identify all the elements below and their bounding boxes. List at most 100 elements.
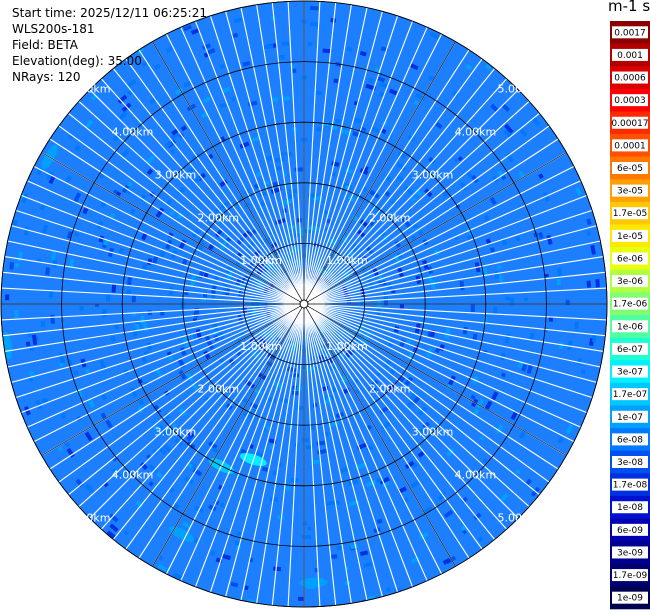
range-ring-label: 4.00km (455, 468, 497, 481)
colorbar-tick-box (612, 94, 648, 107)
range-gate (391, 200, 397, 206)
ray-gap (1, 287, 305, 305)
range-gate (84, 431, 93, 442)
range-gate (379, 405, 389, 415)
range-gate (359, 168, 369, 175)
ray-gap (303, 303, 593, 399)
range-gate (99, 359, 106, 370)
ray-gap (303, 303, 483, 550)
range-gate (427, 75, 435, 81)
range-gate (484, 63, 492, 71)
range-gate (418, 531, 429, 540)
ray-gap (11, 225, 305, 305)
range-gate (141, 232, 148, 241)
range-gate (310, 6, 319, 11)
range-gate (117, 94, 128, 104)
range-gate (181, 521, 192, 529)
range-gate (277, 514, 285, 520)
ray-gap (256, 4, 305, 305)
range-gate (557, 268, 563, 279)
ray-gap (303, 68, 496, 305)
colorbar-tick-label: 0.0001 (614, 141, 646, 151)
ray-gap (303, 303, 606, 337)
ray-gap (78, 100, 305, 305)
range-gate (190, 27, 201, 35)
range-gate (359, 550, 369, 557)
range-gate (351, 214, 359, 222)
ray-gap (303, 7, 368, 305)
range-gate (220, 553, 231, 561)
range-gate (288, 193, 296, 199)
range-gate (233, 17, 243, 24)
range-gate (14, 262, 19, 268)
range-gate (307, 193, 316, 198)
range-gate (170, 148, 176, 155)
range-gate (253, 387, 263, 396)
ray-gap (303, 165, 575, 305)
colorbar-tick-label: 1.7e-06 (613, 300, 648, 310)
range-gate (141, 356, 148, 363)
colorbar-tick-box (612, 48, 648, 61)
range-gate (164, 140, 173, 149)
colorbar-tick-box (612, 410, 648, 423)
ray-gap (2, 303, 305, 337)
range-gate (365, 445, 374, 452)
ray-gap (49, 303, 305, 470)
ray-gap (58, 303, 305, 483)
range-gate (165, 46, 174, 53)
range-gate (230, 581, 239, 588)
range-gate (586, 280, 592, 288)
range-gate (448, 375, 456, 386)
range-gate (417, 428, 425, 435)
range-gate (414, 188, 423, 197)
range-ring-label: 3.00km (412, 426, 454, 439)
range-gate (84, 483, 95, 494)
range-gate (489, 196, 497, 205)
range-gate (459, 181, 468, 191)
colorbar-tick-box (612, 207, 648, 220)
range-gate (357, 323, 365, 333)
ray-gap (125, 303, 305, 550)
range-gate (398, 339, 406, 348)
colorbar-tick-box (612, 501, 648, 514)
range-gate (330, 420, 340, 427)
azimuth-spoke (303, 41, 456, 305)
range-gate (491, 391, 499, 401)
range-gate (544, 273, 549, 278)
range-gate (298, 364, 306, 369)
range-gate (415, 92, 426, 102)
range-gate (58, 352, 65, 364)
range-ring-label: 3.00km (412, 168, 454, 181)
ray-gap (303, 138, 559, 305)
range-gate (198, 241, 206, 251)
range-gate (363, 561, 373, 568)
range-gate (365, 480, 377, 488)
ray-gap (7, 303, 305, 368)
ray-gap (33, 165, 305, 305)
range-gate (379, 476, 390, 485)
range-gate (73, 192, 82, 203)
range-gate (14, 310, 19, 318)
range-gate (39, 205, 45, 211)
range-gate (146, 454, 152, 460)
range-gate (40, 320, 46, 327)
ray-gap (303, 303, 575, 443)
range-gate (219, 179, 228, 188)
range-gate (208, 504, 217, 512)
ray-gap (303, 89, 519, 305)
range-gate (236, 351, 243, 358)
range-gate (102, 308, 107, 318)
range-gate (417, 451, 425, 458)
range-ring-label: 5.00km (498, 83, 540, 96)
range-gate (171, 422, 178, 429)
range-gate (489, 247, 496, 253)
range-gate (565, 423, 574, 435)
ray-gap (303, 4, 352, 305)
ray-gap (303, 303, 368, 601)
range-gate (228, 358, 235, 365)
range-ring-label: 2.00km (198, 211, 240, 224)
range-gate (342, 270, 351, 280)
range-gate (531, 116, 541, 126)
range-gate (121, 184, 130, 194)
